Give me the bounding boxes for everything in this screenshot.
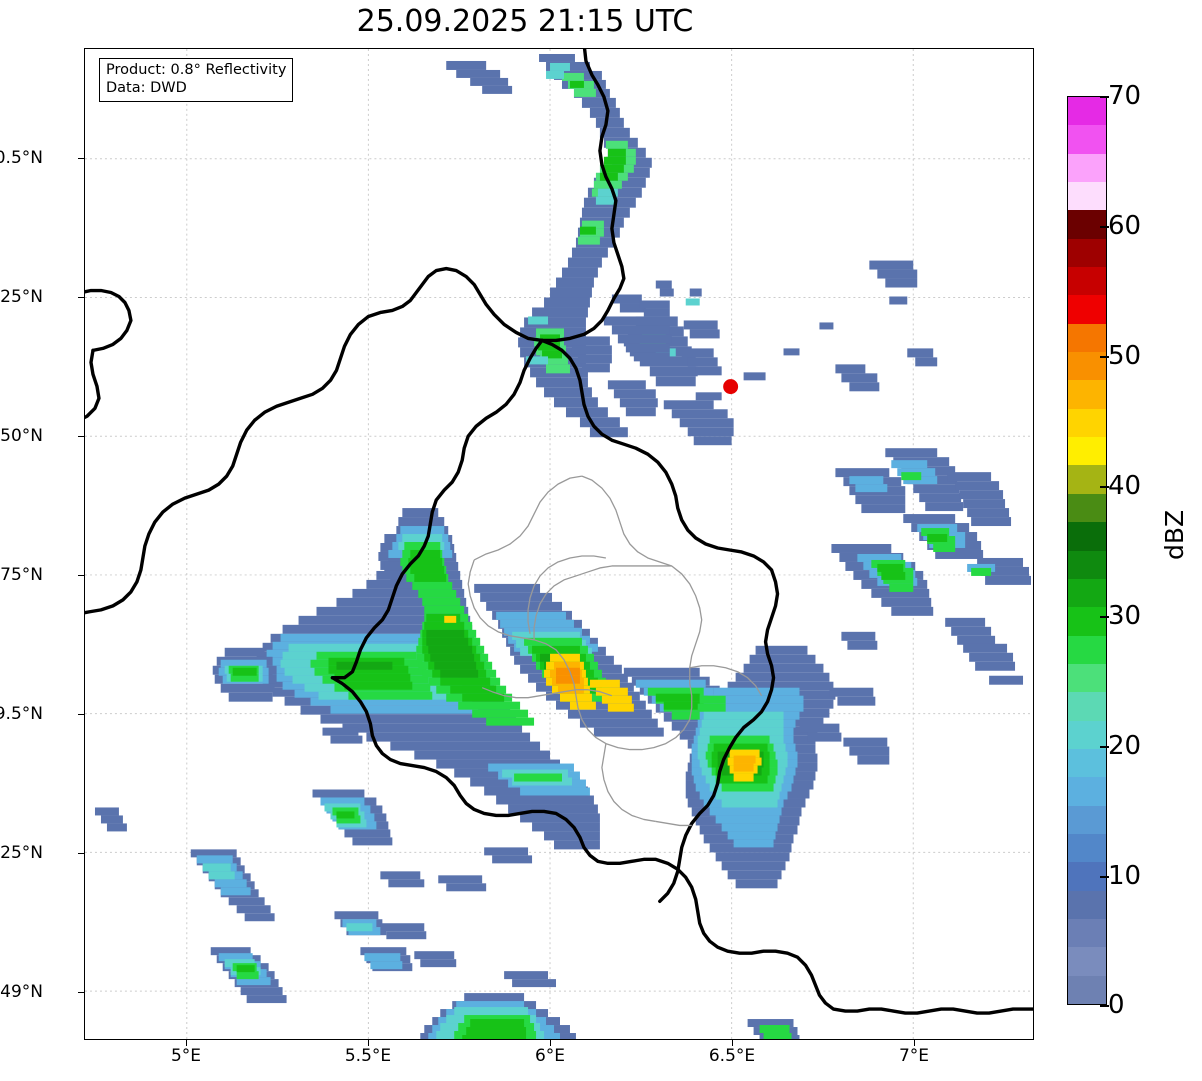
colorbar-band-13 [1068, 465, 1106, 494]
ytick-mark-5 [78, 853, 84, 855]
xtick-mark-3 [732, 1040, 734, 1046]
echo-group-southwest-streaks [94, 647, 533, 1004]
xtick-mark-1 [368, 1040, 370, 1046]
echo-group-south [420, 971, 800, 1039]
cbtick-mark-40 [1100, 486, 1109, 488]
xtick-label-3: 6.5°E [708, 1046, 756, 1066]
product-line: Product: 0.8° Reflectivity [106, 62, 287, 78]
colorbar-band-23 [1068, 748, 1106, 778]
colorbar-band-17 [1068, 578, 1106, 608]
colorbar-band-5 [1068, 238, 1106, 268]
xtick-label-4: 7°E [898, 1046, 930, 1066]
colorbar-band-16 [1068, 550, 1106, 579]
colorbar-band-21 [1068, 692, 1106, 721]
colorbar-band-29 [1068, 918, 1106, 948]
cbtick-label-60: 60 [1108, 211, 1142, 241]
cbtick-mark-0 [1100, 1005, 1109, 1007]
echo-group-northeast [563, 300, 834, 446]
colorbar[interactable] [1067, 96, 1107, 1005]
page-title: 25.09.2025 21:15 UTC [356, 4, 694, 39]
ytick-label-5: 49.25°N [0, 843, 43, 863]
ytick-mark-4 [78, 714, 84, 716]
echo-group-east [831, 260, 1032, 685]
colorbar-band-10 [1068, 380, 1106, 409]
xtick-mark-4 [914, 1040, 916, 1046]
ytick-label-1: 50.25°N [0, 287, 43, 307]
cbtick-mark-70 [1100, 96, 1109, 98]
xtick-mark-0 [186, 1040, 188, 1046]
cbtick-mark-60 [1100, 226, 1109, 228]
cbtick-mark-30 [1100, 616, 1109, 618]
colorbar-axis-label: dBZ [1160, 509, 1189, 560]
cbtick-label-40: 40 [1108, 471, 1142, 501]
ytick-mark-0 [78, 158, 84, 160]
cbtick-label-0: 0 [1108, 990, 1125, 1020]
ytick-label-2: 50°N [0, 426, 43, 446]
colorbar-band-12 [1068, 437, 1106, 466]
xtick-label-1: 5.5°E [344, 1046, 392, 1066]
colorbar-band-18 [1068, 607, 1106, 636]
admin-boundaries [467, 475, 763, 827]
colorbar-band-30 [1068, 947, 1106, 976]
xtick-label-0: 5°E [170, 1046, 202, 1066]
cbtick-mark-10 [1100, 876, 1109, 878]
colorbar-band-26 [1068, 833, 1106, 863]
xtick-label-2: 6°E [534, 1046, 566, 1066]
radar-map-svg [85, 49, 1033, 1039]
colorbar-band-28 [1068, 890, 1106, 919]
colorbar-band-9 [1068, 352, 1106, 381]
ytick-mark-1 [78, 297, 84, 299]
radar-site-marker[interactable] [723, 379, 739, 395]
cbtick-label-50: 50 [1108, 341, 1142, 371]
colorbar-band-6 [1068, 267, 1106, 296]
colorbar-band-19 [1068, 635, 1106, 664]
ytick-mark-6 [78, 992, 84, 994]
country-borders [85, 49, 1033, 1015]
cbtick-label-30: 30 [1108, 601, 1142, 631]
cbtick-label-20: 20 [1108, 731, 1142, 761]
colorbar-band-7 [1068, 295, 1106, 324]
product-info-box: Product: 0.8° Reflectivity Data: DWD [99, 58, 294, 103]
ytick-label-0: 50.5°N [0, 148, 43, 168]
colorbar-band-31 [1068, 975, 1106, 1004]
colorbar-band-3 [1068, 182, 1106, 211]
colorbar-band-11 [1068, 408, 1106, 438]
ytick-mark-2 [78, 436, 84, 438]
echo-group-north [446, 53, 722, 438]
cbtick-mark-20 [1100, 746, 1109, 748]
cbtick-mark-50 [1100, 356, 1109, 358]
map-plot-area[interactable]: Product: 0.8° Reflectivity Data: DWD [84, 48, 1034, 1040]
colorbar-band-4 [1068, 210, 1106, 239]
colorbar-band-14 [1068, 493, 1106, 523]
colorbar-band-24 [1068, 777, 1106, 806]
ytick-mark-3 [78, 575, 84, 577]
colorbar-band-22 [1068, 720, 1106, 749]
data-source-line: Data: DWD [106, 79, 187, 96]
colorbar-band-0 [1068, 97, 1106, 126]
colorbar-band-8 [1068, 323, 1106, 353]
ytick-label-6: 49°N [0, 982, 43, 1002]
colorbar-band-25 [1068, 805, 1106, 834]
colorbar-band-20 [1068, 663, 1106, 693]
colorbar-band-2 [1068, 153, 1106, 183]
colorbar-band-1 [1068, 125, 1106, 154]
cbtick-label-10: 10 [1108, 861, 1142, 891]
echo-group-southeast-cell [685, 645, 890, 889]
cbtick-label-70: 70 [1108, 81, 1142, 111]
ytick-label-3: 49.75°N [0, 565, 43, 585]
colorbar-band-27 [1068, 862, 1106, 891]
colorbar-band-15 [1068, 522, 1106, 551]
xtick-mark-2 [550, 1040, 552, 1046]
ytick-label-4: 49.5°N [0, 704, 43, 724]
